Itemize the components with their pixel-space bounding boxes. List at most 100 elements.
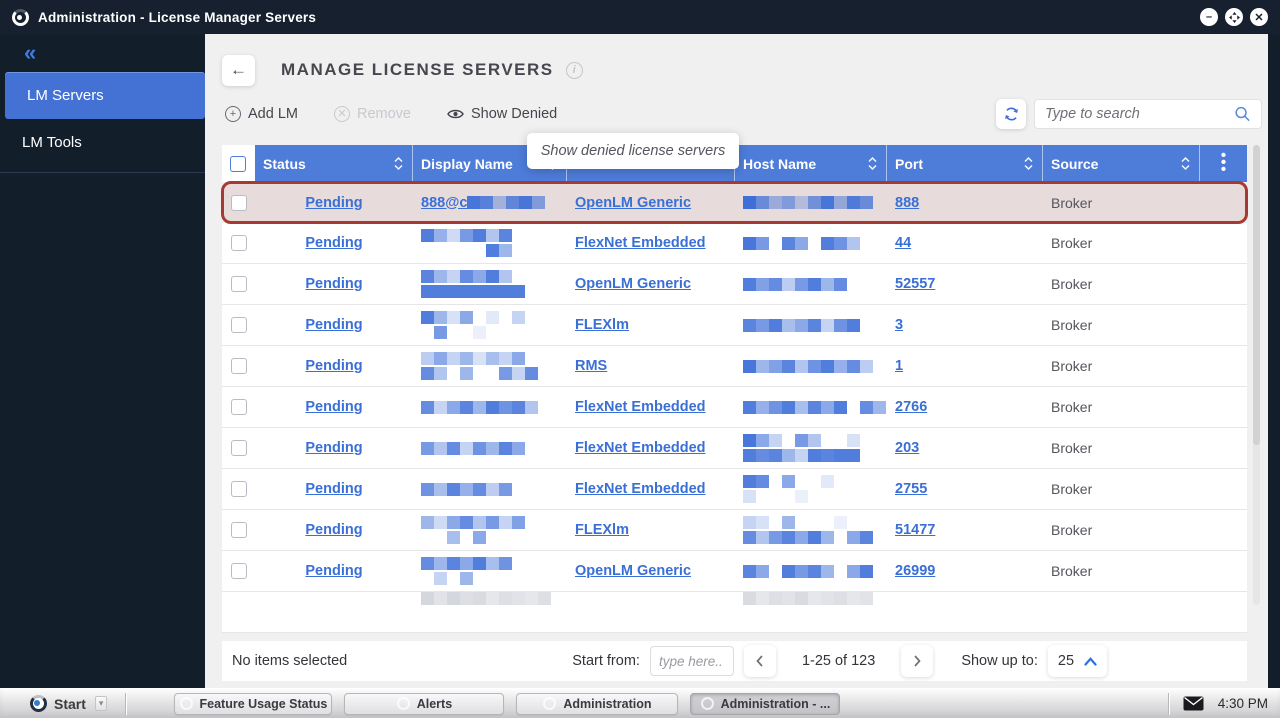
status-link[interactable]: Pending bbox=[305, 440, 363, 456]
host-name-cell[interactable] bbox=[735, 510, 887, 550]
row-checkbox[interactable] bbox=[230, 194, 247, 211]
port-link[interactable]: 52557 bbox=[895, 276, 936, 292]
row-checkbox[interactable] bbox=[230, 440, 247, 456]
kebab-menu-icon[interactable]: • • • bbox=[1220, 147, 1227, 178]
display-name-cell[interactable] bbox=[413, 428, 567, 468]
host-name-cell[interactable] bbox=[735, 428, 887, 468]
lm-type-link[interactable]: FlexNet Embedded bbox=[575, 235, 706, 251]
host-name-cell[interactable] bbox=[735, 223, 887, 263]
lm-type-link[interactable]: FLEXlm bbox=[575, 317, 629, 333]
page-size-select[interactable]: 25 bbox=[1047, 645, 1108, 677]
table-scrollbar[interactable] bbox=[1253, 145, 1260, 605]
show-denied-button[interactable]: Show Denied bbox=[447, 106, 557, 122]
row-checkbox[interactable] bbox=[230, 399, 247, 415]
table-row-highlighted[interactable]: Pending 888@c OpenLM Generic 888 Broker bbox=[221, 181, 1248, 224]
table-row[interactable]: Pending RMS 1 Broker bbox=[222, 346, 1247, 387]
host-name-cell[interactable] bbox=[735, 346, 887, 386]
prev-page-button[interactable] bbox=[743, 645, 776, 677]
back-button[interactable]: ← bbox=[222, 54, 255, 86]
column-header-source[interactable]: Source bbox=[1043, 145, 1200, 182]
host-name-cell[interactable] bbox=[735, 305, 887, 345]
row-checkbox[interactable] bbox=[230, 358, 247, 374]
port-link[interactable]: 888 bbox=[895, 194, 920, 211]
taskbar-button-administration[interactable]: Administration bbox=[516, 692, 679, 715]
display-name-cell[interactable] bbox=[413, 346, 567, 386]
display-name-cell[interactable] bbox=[413, 264, 567, 304]
table-row[interactable]: Pending FLEXlm 3 Broker bbox=[222, 305, 1247, 346]
table-row[interactable]: Pending FLEXlm 51477 Broker bbox=[222, 510, 1247, 551]
maximize-button[interactable] bbox=[1225, 8, 1243, 26]
taskbar-button-feature-usage-status[interactable]: Feature Usage Status bbox=[174, 692, 333, 715]
add-lm-button[interactable]: + Add LM bbox=[225, 106, 298, 122]
lm-type-link[interactable]: OpenLM Generic bbox=[575, 563, 692, 579]
table-row[interactable]: Pending FlexNet Embedded 44 Broker bbox=[222, 223, 1247, 264]
display-name-cell[interactable]: 888@c bbox=[413, 182, 567, 223]
host-name-cell[interactable] bbox=[735, 387, 887, 427]
status-link[interactable]: Pending bbox=[305, 235, 363, 251]
lm-type-link[interactable]: FLEXlm bbox=[575, 522, 629, 538]
row-checkbox[interactable] bbox=[230, 317, 247, 333]
host-name-cell[interactable] bbox=[735, 551, 887, 591]
status-link[interactable]: Pending bbox=[305, 317, 363, 333]
sort-icon[interactable] bbox=[867, 155, 878, 172]
display-name-cell[interactable] bbox=[413, 305, 567, 345]
taskbar-button-alerts[interactable]: Alerts bbox=[344, 692, 505, 715]
host-name-cell[interactable] bbox=[735, 264, 887, 304]
info-icon[interactable]: i bbox=[565, 61, 583, 79]
table-row[interactable]: Pending OpenLM Generic 26999 Broker bbox=[222, 551, 1247, 592]
row-checkbox[interactable] bbox=[230, 276, 247, 292]
sort-icon[interactable] bbox=[1023, 155, 1034, 172]
display-name-cell[interactable] bbox=[413, 223, 567, 263]
port-link[interactable]: 2755 bbox=[895, 481, 928, 497]
status-link[interactable]: Pending bbox=[305, 276, 363, 292]
port-link[interactable]: 3 bbox=[895, 317, 904, 333]
row-checkbox[interactable] bbox=[230, 481, 247, 497]
lm-type-link[interactable]: FlexNet Embedded bbox=[575, 399, 706, 415]
row-checkbox[interactable] bbox=[230, 522, 247, 538]
host-name-cell[interactable] bbox=[735, 182, 887, 223]
table-row[interactable]: Pending FlexNet Embedded 203 Broker bbox=[222, 428, 1247, 469]
sidebar-collapse-icon[interactable]: « bbox=[24, 40, 37, 65]
status-link[interactable]: Pending bbox=[305, 563, 363, 579]
remove-button[interactable]: ✕ Remove bbox=[333, 106, 411, 122]
row-checkbox[interactable] bbox=[230, 563, 247, 579]
taskbar-button-administration[interactable]: Administration - ... bbox=[690, 692, 841, 715]
sort-icon[interactable] bbox=[393, 155, 404, 172]
status-link[interactable]: Pending bbox=[305, 522, 363, 538]
port-link[interactable]: 203 bbox=[895, 440, 920, 456]
lm-type-link[interactable]: OpenLM Generic bbox=[575, 194, 692, 211]
status-link[interactable]: Pending bbox=[305, 481, 363, 497]
column-menu-cell[interactable]: • • • bbox=[1200, 145, 1247, 182]
row-checkbox[interactable] bbox=[230, 235, 247, 251]
table-row[interactable]: Pending OpenLM Generic 52557 Broker bbox=[222, 264, 1247, 305]
search-input[interactable] bbox=[1045, 106, 1234, 122]
lm-type-link[interactable]: OpenLM Generic bbox=[575, 276, 692, 292]
sort-icon[interactable] bbox=[1180, 155, 1191, 172]
table-row[interactable]: Pending FlexNet Embedded 2755 Broker bbox=[222, 469, 1247, 510]
port-link[interactable]: 51477 bbox=[895, 522, 936, 538]
display-name-cell[interactable] bbox=[413, 469, 567, 509]
status-link[interactable]: Pending bbox=[305, 194, 363, 211]
status-link[interactable]: Pending bbox=[305, 358, 363, 374]
lm-type-link[interactable]: FlexNet Embedded bbox=[575, 481, 706, 497]
select-all-checkbox[interactable] bbox=[230, 155, 246, 172]
lm-type-link[interactable]: FlexNet Embedded bbox=[575, 440, 706, 456]
search-icon[interactable] bbox=[1234, 105, 1251, 123]
table-row[interactable]: Pending FlexNet Embedded 2766 Broker bbox=[222, 387, 1247, 428]
scrollbar-thumb[interactable] bbox=[1253, 145, 1260, 445]
display-name-cell[interactable] bbox=[413, 510, 567, 550]
column-header-status[interactable]: Status bbox=[255, 145, 413, 182]
refresh-button[interactable] bbox=[996, 99, 1026, 129]
host-name-cell[interactable] bbox=[735, 469, 887, 509]
status-link[interactable]: Pending bbox=[305, 399, 363, 415]
port-link[interactable]: 1 bbox=[895, 358, 904, 374]
port-link[interactable]: 2766 bbox=[895, 399, 928, 415]
lm-type-link[interactable]: RMS bbox=[575, 358, 608, 374]
start-from-input[interactable] bbox=[649, 646, 734, 676]
port-link[interactable]: 26999 bbox=[895, 563, 936, 579]
display-name-link[interactable]: 888@c bbox=[421, 194, 468, 211]
start-button[interactable]: Start ▾ bbox=[30, 695, 108, 712]
column-header-host-name[interactable]: Host Name bbox=[735, 145, 887, 182]
display-name-cell[interactable] bbox=[413, 387, 567, 427]
sidebar-item-lm-servers[interactable]: LM Servers bbox=[5, 72, 205, 119]
